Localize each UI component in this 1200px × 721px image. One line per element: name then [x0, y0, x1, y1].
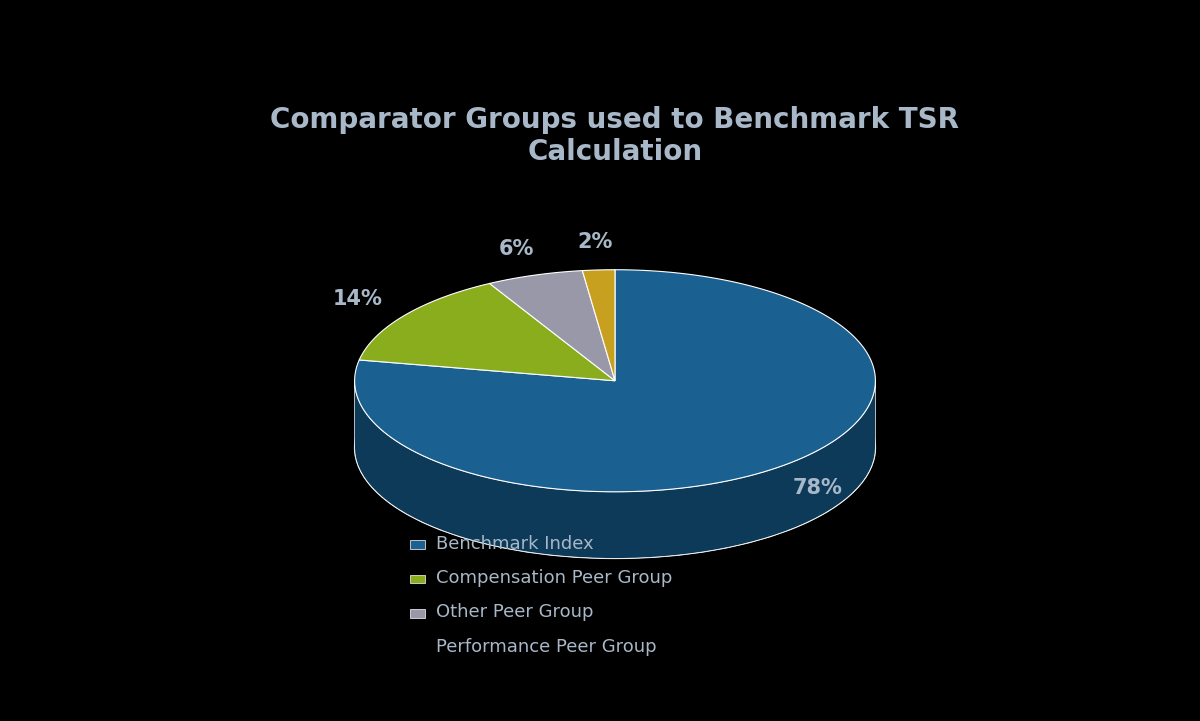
Text: Other Peer Group: Other Peer Group [437, 603, 594, 622]
Text: 78%: 78% [792, 478, 842, 497]
FancyBboxPatch shape [410, 643, 425, 653]
Text: Performance Peer Group: Performance Peer Group [437, 638, 658, 656]
Text: 2%: 2% [577, 232, 613, 252]
FancyBboxPatch shape [410, 575, 425, 583]
FancyBboxPatch shape [410, 609, 425, 618]
Polygon shape [582, 270, 616, 381]
Polygon shape [359, 283, 616, 381]
Text: Compensation Peer Group: Compensation Peer Group [437, 569, 673, 587]
Polygon shape [355, 381, 876, 558]
Polygon shape [355, 270, 876, 492]
Text: Comparator Groups used to Benchmark TSR
Calculation: Comparator Groups used to Benchmark TSR … [270, 106, 960, 167]
FancyBboxPatch shape [410, 540, 425, 549]
Text: 14%: 14% [334, 289, 383, 309]
Text: 6%: 6% [499, 239, 534, 259]
Text: Benchmark Index: Benchmark Index [437, 535, 594, 553]
Polygon shape [490, 270, 616, 381]
Ellipse shape [355, 336, 876, 558]
